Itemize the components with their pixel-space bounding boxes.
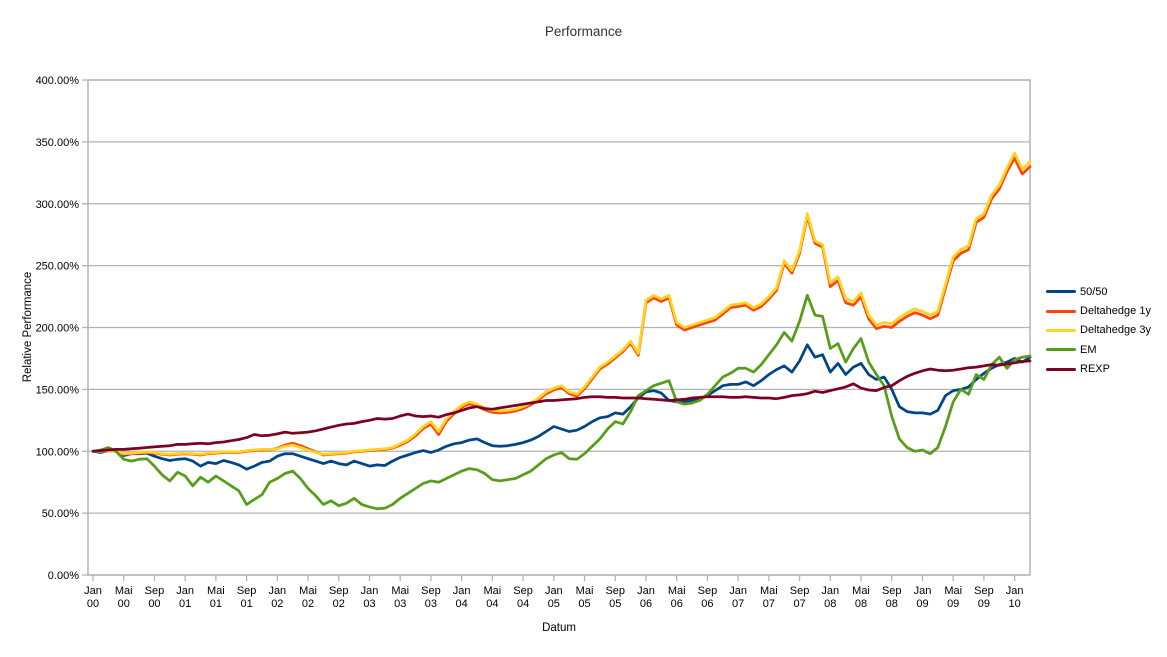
x-tick-label-year: 08 [824, 598, 836, 610]
x-tick-label-year: 05 [609, 598, 621, 610]
y-tick-label: 400.00% [36, 75, 80, 87]
x-tick-label-year: 02 [302, 598, 314, 610]
y-tick-label: 350.00% [36, 137, 80, 149]
x-tick-label-year: 03 [425, 598, 437, 610]
x-tick-label-year: 09 [978, 598, 990, 610]
y-tick-label: 0.00% [48, 570, 79, 582]
x-tick-label-year: 04 [456, 598, 468, 610]
x-tick-label-month: Sep [698, 585, 718, 597]
y-tick-label: 150.00% [36, 384, 80, 396]
x-tick-label-year: 07 [793, 598, 805, 610]
chart-legend: 50/50 Deltahedge 1y Deltahedge 3y EM REXP [1046, 282, 1151, 379]
x-axis-labels: Jan00Mai00Sep00Jan01Mai01Sep01Jan02Mai02… [84, 575, 1024, 610]
x-tick-label-year: 05 [548, 598, 560, 610]
x-tick-label-month: Sep [974, 585, 994, 597]
x-tick-label-year: 00 [148, 598, 160, 610]
chart-title: Performance [544, 24, 623, 39]
legend-item-rexp: REXP [1046, 360, 1151, 379]
x-tick-label-year: 08 [855, 598, 867, 610]
legend-swatch [1046, 290, 1076, 294]
x-tick-label-year: 09 [916, 598, 928, 610]
y-axis-labels: 0.00% 50.00% 100.00% 150.00% 200.00% 250.00% 3… [36, 75, 80, 582]
x-tick-label-month: Sep [329, 585, 349, 597]
x-tick-label-year: 04 [517, 598, 529, 610]
x-tick-label-month: Mai [115, 585, 133, 597]
x-tick-label-month: Sep [145, 585, 165, 597]
legend-label: Deltahedge 3y [1080, 324, 1151, 337]
x-tick-label-month: Sep [513, 585, 533, 597]
x-tick-label-month: Mai [207, 585, 225, 597]
x-tick-label-month: Jan [637, 585, 655, 597]
series-line-50-50 [91, 343, 1032, 471]
x-tick-label-year: 06 [701, 598, 713, 610]
legend-item-50-50: 50/50 [1046, 282, 1151, 301]
x-tick-label-month: Jan [1006, 585, 1024, 597]
x-tick-label-year: 07 [763, 598, 775, 610]
legend-label: REXP [1080, 363, 1110, 376]
x-tick-label-month: Mai [484, 585, 502, 597]
x-tick-label-month: Sep [882, 585, 902, 597]
legend-swatch [1046, 328, 1076, 332]
x-tick-label-month: Jan [361, 585, 379, 597]
legend-item-deltahedge-1y: Deltahedge 1y [1046, 301, 1151, 320]
x-tick-label-year: 06 [640, 598, 652, 610]
y-tick-label: 250.00% [36, 261, 80, 273]
y-tick-label: 50.00% [42, 508, 80, 520]
x-tick-label-year: 01 [240, 598, 252, 610]
x-tick-label-month: Jan [268, 585, 286, 597]
y-tick-label: 100.00% [36, 446, 80, 458]
x-tick-label-month: Jan [545, 585, 563, 597]
x-tick-label-year: 05 [578, 598, 590, 610]
x-tick-label-year: 01 [179, 598, 191, 610]
x-tick-label-month: Mai [576, 585, 594, 597]
x-tick-label-year: 00 [87, 598, 99, 610]
x-tick-label-year: 06 [671, 598, 683, 610]
x-tick-label-year: 03 [363, 598, 375, 610]
x-tick-label-year: 00 [118, 598, 130, 610]
x-tick-label-month: Jan [729, 585, 747, 597]
x-tick-label-month: Sep [421, 585, 441, 597]
series-line-em [91, 293, 1032, 511]
x-tick-label-year: 02 [271, 598, 283, 610]
x-tick-label-month: Mai [852, 585, 870, 597]
x-tick-label-year: 03 [394, 598, 406, 610]
x-tick-label-year: 02 [333, 598, 345, 610]
plot-border [87, 79, 1031, 576]
x-tick-label-month: Mai [391, 585, 409, 597]
x-tick-label-year: 08 [886, 598, 898, 610]
x-tick-label-month: Mai [668, 585, 686, 597]
x-tick-label-year: 09 [947, 598, 959, 610]
x-tick-label-month: Mai [760, 585, 778, 597]
x-tick-label-month: Jan [453, 585, 471, 597]
legend-item-em: EM [1046, 340, 1151, 359]
legend-swatch [1046, 367, 1076, 371]
legend-item-deltahedge-3y: Deltahedge 3y [1046, 321, 1151, 340]
x-tick-label-year: 07 [732, 598, 744, 610]
x-tick-label-month: Mai [944, 585, 962, 597]
x-tick-label-year: 10 [1009, 598, 1021, 610]
x-tick-label-month: Sep [605, 585, 625, 597]
x-axis-title: Datum [542, 622, 576, 634]
legend-label: Deltahedge 1y [1080, 305, 1151, 318]
legend-label: 50/50 [1080, 285, 1108, 298]
x-tick-label-year: 04 [486, 598, 498, 610]
x-tick-label-month: Jan [84, 585, 102, 597]
x-tick-label-month: Jan [821, 585, 839, 597]
legend-swatch [1046, 348, 1076, 352]
series-line-deltahedge-3y [91, 151, 1032, 456]
x-tick-label-month: Sep [790, 585, 810, 597]
x-tick-label-year: 01 [210, 598, 222, 610]
x-tick-label-month: Jan [176, 585, 194, 597]
legend-label: EM [1080, 343, 1097, 356]
x-tick-label-month: Sep [237, 585, 257, 597]
y-tick-label: 300.00% [36, 199, 80, 211]
series-line-rexp [91, 359, 1032, 453]
legend-swatch [1046, 309, 1076, 313]
x-tick-label-month: Jan [914, 585, 932, 597]
x-tick-label-month: Mai [299, 585, 317, 597]
y-tick-label: 200.00% [36, 323, 80, 335]
